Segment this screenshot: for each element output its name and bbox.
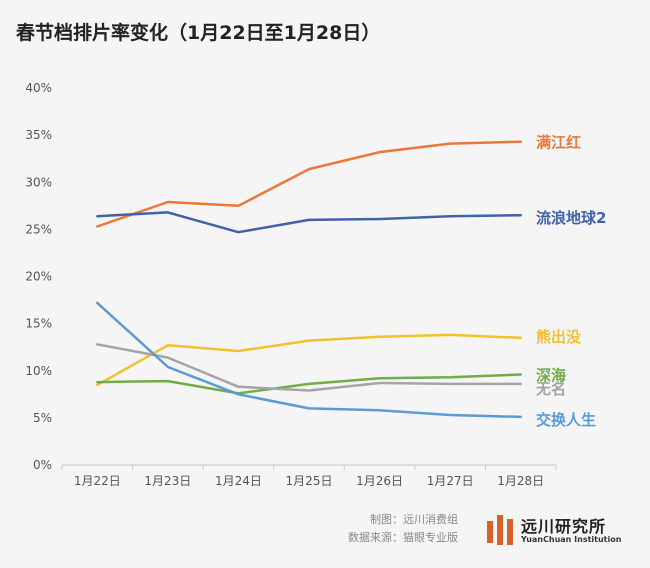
chart-title: 春节档排片率变化（1月22日至1月28日）: [16, 22, 381, 44]
logo-mark-icon: [487, 515, 515, 545]
line-chart: 0% 5% 10% 15% 20% 25% 30% 35% 40% 1月22日 1月23日 1月24…: [25, 81, 606, 488]
series-end-label: 熊出没: [536, 328, 582, 346]
x-tick-label: 1月25日: [286, 474, 333, 488]
series-end-label: 满江红: [536, 134, 581, 152]
series-end-label: 交换人生: [536, 411, 596, 429]
y-tick-label: 40%: [25, 81, 52, 95]
series-line: [96, 343, 522, 392]
x-axis: 1月22日 1月23日 1月24日 1月25日 1月26日 1月27日 1月28日: [61, 464, 557, 488]
y-tick-label: 0%: [33, 458, 52, 472]
logo-name-en: YuanChuan Institution: [521, 535, 622, 544]
series-line: [96, 211, 522, 234]
series-line: [96, 373, 522, 395]
series-end-label: 流浪地球2: [536, 209, 606, 227]
x-tick-label: 1月27日: [427, 474, 474, 488]
series-end-label: 无名: [535, 380, 566, 398]
y-tick-label: 10%: [25, 364, 52, 378]
y-tick-label: 25%: [25, 222, 52, 236]
x-tick-label: 1月22日: [74, 474, 121, 488]
x-tick-label: 1月23日: [144, 474, 191, 488]
y-tick-label: 35%: [25, 128, 52, 142]
y-tick-label: 15%: [25, 317, 52, 331]
series-line: [96, 140, 522, 228]
series-lines: [96, 140, 522, 419]
y-tick-label: 5%: [33, 411, 52, 425]
x-tick-label: 1月26日: [356, 474, 403, 488]
y-axis: 0% 5% 10% 15% 20% 25% 30% 35% 40%: [25, 81, 52, 472]
logo-name-cn: 远川研究所: [521, 517, 607, 536]
x-tick-label: 1月28日: [497, 474, 544, 488]
y-tick-label: 20%: [25, 270, 52, 284]
series-line: [96, 301, 522, 419]
credit-source: 数据来源：猫眼专业版: [348, 531, 458, 544]
credit-producer: 制图：远川消费组: [370, 513, 458, 526]
y-tick-label: 30%: [25, 175, 52, 189]
brand-logo: 远川研究所 YuanChuan Institution: [487, 513, 637, 549]
credits: 制图：远川消费组 数据来源：猫眼专业版: [348, 511, 458, 547]
x-tick-label: 1月24日: [215, 474, 262, 488]
series-end-label: 深海: [536, 367, 566, 385]
series-line: [96, 333, 522, 387]
